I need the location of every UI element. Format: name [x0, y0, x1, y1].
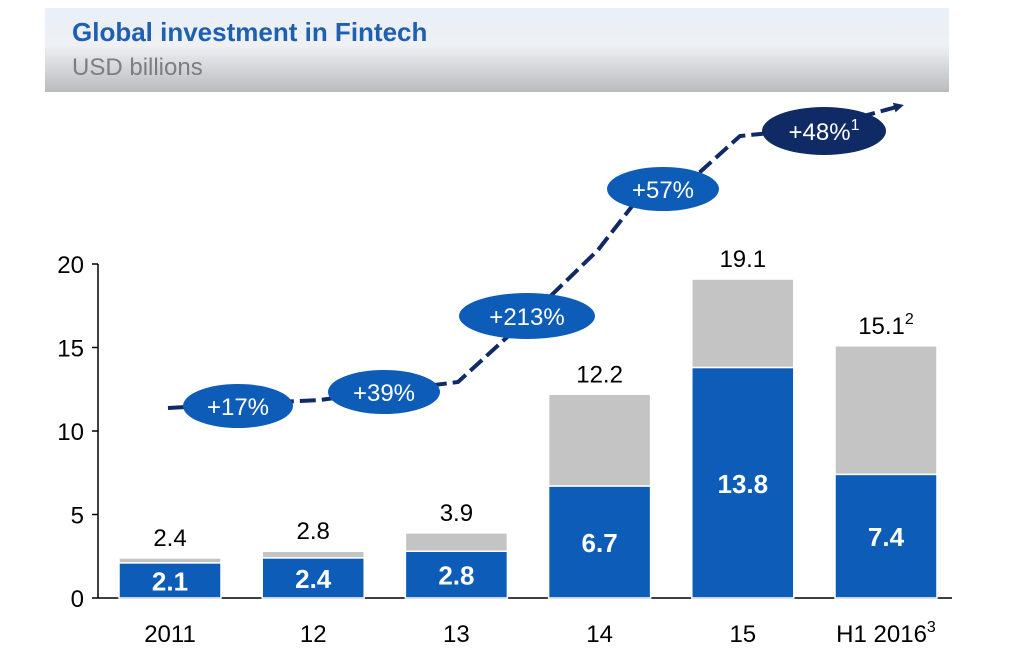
bar-segment-primary	[404, 550, 509, 599]
x-category-label: 14	[586, 621, 613, 648]
bar-value-label: 2.8	[438, 561, 474, 591]
growth-rate-label: +57%	[632, 177, 694, 204]
growth-badge	[762, 107, 886, 155]
bar-total-label: 2.4	[153, 525, 186, 552]
bar-total-label: 3.9	[440, 500, 473, 527]
bar-segment-secondary	[834, 345, 938, 476]
bar-total-label: 15.12	[858, 311, 914, 340]
growth-badge	[328, 370, 440, 414]
x-category-label: H1 20163	[836, 619, 936, 648]
bar-segment-primary	[261, 557, 365, 599]
bar-value-label: 7.4	[868, 522, 905, 552]
bar-value-label: 6.7	[582, 528, 618, 558]
x-category-label: 13	[443, 621, 470, 648]
bar-segment-primary	[834, 473, 938, 599]
y-tick-label: 15	[57, 336, 84, 363]
growth-badge	[607, 167, 719, 211]
bar-segment-primary	[691, 366, 795, 599]
x-category-label: 15	[729, 621, 756, 648]
bar-total-label: 2.8	[297, 518, 330, 545]
bar-segment-primary	[118, 562, 222, 599]
growth-rate-label: +48%1	[789, 117, 860, 146]
y-tick-label: 10	[57, 419, 84, 446]
bar-value-label: 13.8	[717, 469, 768, 499]
growth-badge	[459, 293, 595, 339]
y-tick-label: 20	[57, 252, 84, 279]
bar-value-label: 2.4	[295, 564, 332, 594]
bar-segment-primary	[547, 485, 652, 599]
bar-total-label: 12.2	[576, 361, 623, 388]
bar-segment-secondary	[404, 532, 509, 552]
y-tick-label: 0	[71, 586, 84, 613]
x-category-label: 12	[300, 621, 327, 648]
bar-segment-secondary	[261, 550, 365, 559]
chart-header: Global investment in Fintech USD billion…	[45, 8, 949, 92]
growth-rate-label: +39%	[353, 380, 415, 407]
chart-subtitle: USD billions	[72, 54, 203, 81]
growth-rate-label: +17%	[207, 394, 269, 421]
bar-segment-secondary	[118, 557, 222, 564]
growth-rate-label: +213%	[489, 304, 564, 331]
bar-total-label: 19.1	[719, 246, 766, 273]
bar-value-label: 2.1	[152, 566, 188, 596]
bar-segment-secondary	[547, 393, 652, 487]
bar-segment-secondary	[691, 278, 795, 369]
growth-badge	[183, 384, 293, 428]
y-tick-label: 5	[71, 503, 84, 530]
growth-trend-arrow	[167, 102, 904, 410]
chart-title: Global investment in Fintech	[72, 17, 428, 47]
x-category-label: 2011	[144, 621, 196, 648]
